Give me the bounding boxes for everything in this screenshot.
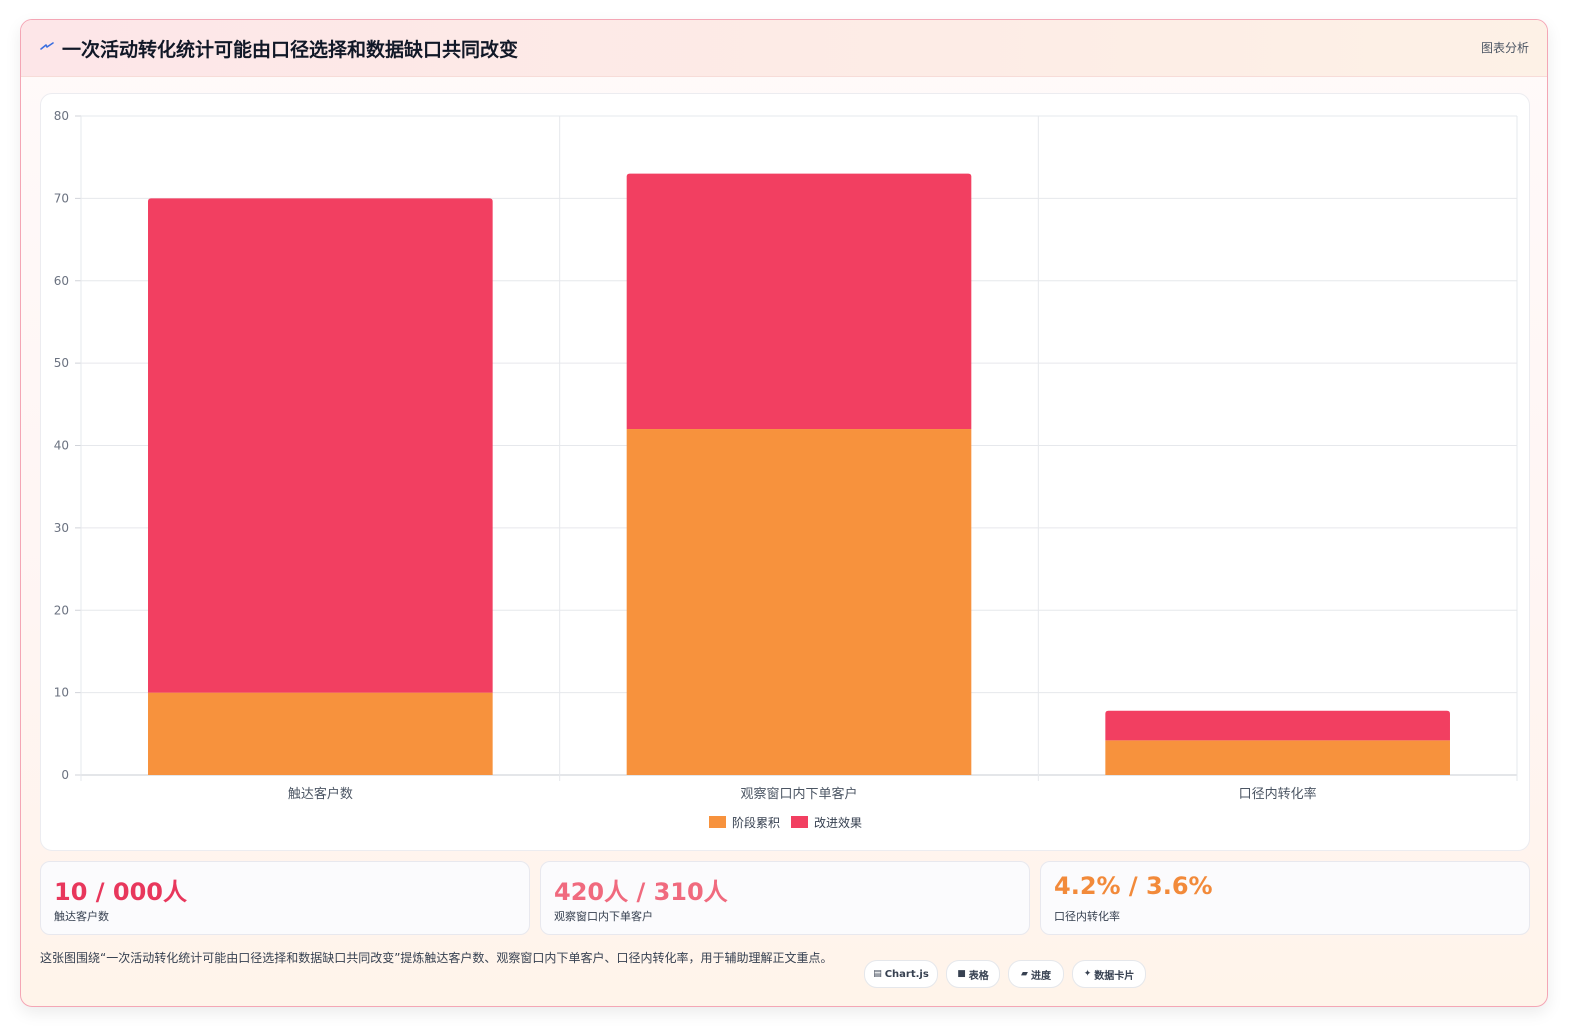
chip-label: 表格 [968, 970, 989, 982]
y-tick-label: 80 [54, 109, 69, 123]
legend-label: 阶段累积 [732, 815, 780, 830]
chip-progress[interactable]: ▰ 进度 [1008, 960, 1064, 988]
x-tick-label: 口径内转化率 [1239, 786, 1317, 802]
chip-chartjs[interactable]: ▤ Chart.js [864, 960, 938, 988]
stat-value: 10 / 000人 [54, 878, 187, 906]
chip-table[interactable]: ■ 表格 [946, 960, 1000, 988]
bar-segment [1105, 710, 1450, 741]
stat-label: 触达客户数 [54, 910, 109, 923]
y-tick-label: 10 [54, 686, 69, 700]
y-tick-label: 0 [61, 768, 69, 782]
chip-data-card[interactable]: ✦ 数据卡片 [1072, 960, 1146, 988]
chip-label: 数据卡片 [1094, 970, 1135, 982]
chart-description: 这张图围绕“一次活动转化统计可能由口径选择和数据缺口共同改变”提炼触达客户数、观… [40, 951, 833, 965]
stat-value: 420人 / 310人 [554, 878, 728, 906]
bar-segment [1105, 740, 1450, 775]
progress-icon: ▰ [1021, 969, 1028, 979]
bar-segment [148, 692, 493, 775]
y-tick-label: 30 [54, 521, 69, 535]
stat-label: 口径内转化率 [1054, 910, 1120, 923]
stat-card-orders: 420人 / 310人 观察窗口内下单客户 [540, 861, 1030, 935]
chart-card: 一次活动转化统计可能由口径选择和数据缺口共同改变 图表分析 0 10 20 30 40 5… [20, 19, 1548, 1007]
y-tick-label: 70 [54, 191, 69, 205]
chart-panel: 0 10 20 30 40 50 60 70 80 触达客户数 观察窗口内下单客户 口径内转化率阶段累… [40, 93, 1530, 851]
chart-analysis-link[interactable]: 图表分析 [1480, 41, 1529, 55]
page-title: 一次活动转化统计可能由口径选择和数据缺口共同改变 [62, 39, 519, 61]
x-tick-label: 触达客户数 [288, 786, 353, 802]
sparkle-icon: ✦ [1083, 969, 1092, 979]
chip-label: 进度 [1030, 970, 1051, 982]
legend-label: 改进效果 [814, 815, 862, 830]
legend-swatch [791, 816, 808, 828]
card-header: 一次活动转化统计可能由口径选择和数据缺口共同改变 图表分析 [21, 20, 1547, 77]
lightning-icon [40, 42, 54, 50]
x-tick-label: 观察窗口内下单客户 [740, 786, 857, 802]
bar-segment [626, 429, 972, 775]
chip-label: Chart.js [884, 968, 929, 980]
table-icon: ■ [957, 969, 966, 979]
stat-value: 4.2% / 3.6% [1054, 872, 1213, 900]
stat-card-reach: 10 / 000人 触达客户数 [40, 861, 530, 935]
stacked-bar-chart: 0 10 20 30 40 50 60 70 80 触达客户数 观察窗口内下单客户 口径内转化率阶段累… [54, 109, 1518, 830]
chart-icon: ▤ [873, 969, 882, 979]
legend-swatch [709, 816, 726, 828]
stat-card-conversion: 4.2% / 3.6% 口径内转化率 [1040, 861, 1530, 935]
y-tick-label: 60 [54, 274, 69, 288]
y-tick-label: 40 [54, 439, 69, 453]
bar-segment [626, 173, 972, 430]
stat-label: 观察窗口内下单客户 [554, 910, 653, 923]
y-tick-label: 20 [54, 603, 69, 617]
y-tick-label: 50 [54, 356, 69, 370]
bar-segment [148, 198, 493, 693]
